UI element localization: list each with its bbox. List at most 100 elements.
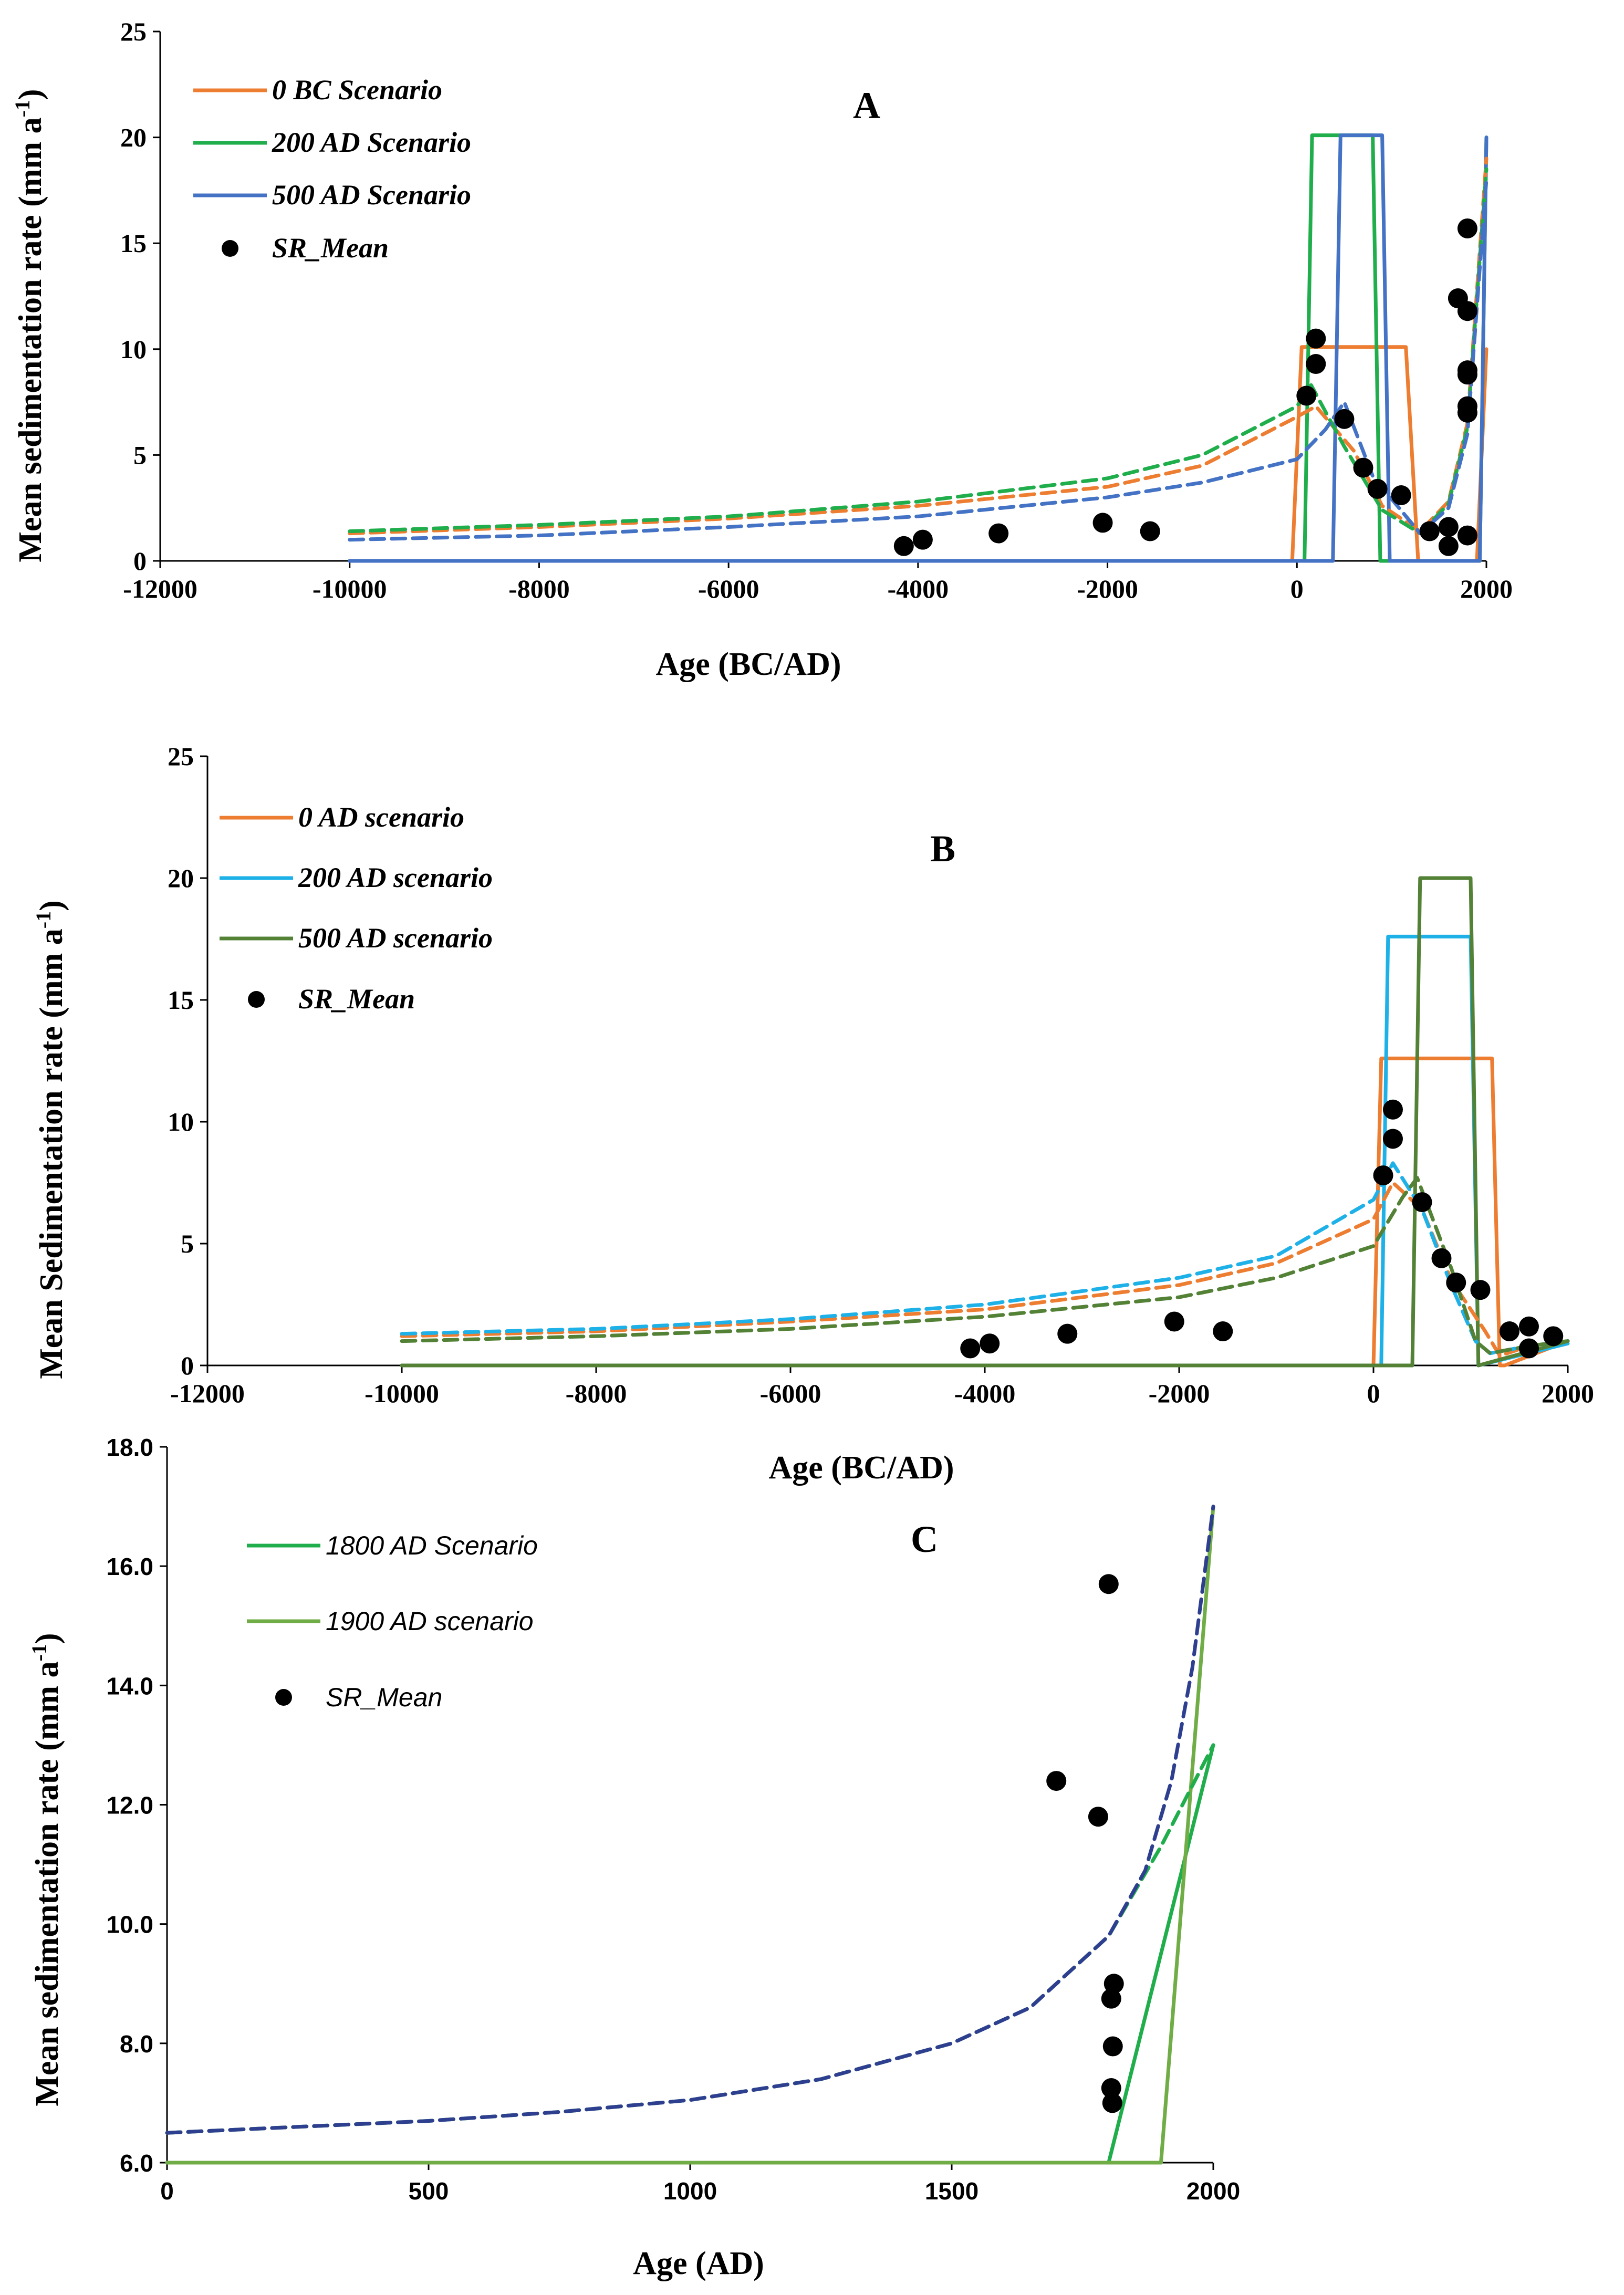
panel-a-y-tick-label: 25 xyxy=(120,17,147,46)
panel-c-x-axis-label: Age (AD) xyxy=(633,2246,764,2281)
panel-c-y-tick-label: 12.0 xyxy=(106,1792,153,1819)
panel-b-series xyxy=(400,876,1570,1368)
panel-c-sr-mean-points xyxy=(1046,1574,1124,2113)
panel-b-x-tick-label: -4000 xyxy=(954,1379,1016,1408)
panel-a-y-tick-label: 0 xyxy=(133,546,147,576)
legend-label-sr-mean: SR_Mean xyxy=(298,983,415,1015)
panel-a-sr-mean-point xyxy=(1438,517,1459,537)
legend-label-0bc: 0 BC Scenario xyxy=(272,74,442,106)
panel-a-sr-mean-point xyxy=(1391,485,1411,506)
legend-label-sr-mean: SR_Mean xyxy=(272,232,389,264)
panel-a-x-tick-label: -10000 xyxy=(313,574,387,603)
panel-a-sr-mean-point xyxy=(1438,536,1459,556)
panel-a-sr-mean-point xyxy=(1457,402,1477,423)
panel-b-axes: -12000 -10000 -8000 -6000 -4000 -2000 0 2000 0 5 1… xyxy=(168,742,1594,1408)
panel-b-sr-mean-point xyxy=(1057,1323,1078,1344)
panel-c-x-tick-label: 0 xyxy=(160,2177,174,2205)
panel-c-y-axis-label-main: Mean sedimentation rate (mm a xyxy=(29,1661,65,2106)
panel-a-sr-mean-point xyxy=(1457,525,1477,546)
panel-c-x-tick-label: 2000 xyxy=(1186,2177,1240,2205)
panel-c-axes: 0 500 1000 1500 2000 6.0 8.0 10.0 12.0 14.0 16.0 18… xyxy=(106,1434,1240,2205)
panel-a-label: A xyxy=(853,85,880,127)
panel-a-y-tick-label: 5 xyxy=(133,440,147,470)
panel-b-y-tick-label: 15 xyxy=(168,985,194,1015)
panel-a-x-tick-label: 2000 xyxy=(1460,574,1513,603)
panel-c: 0 500 1000 1500 2000 6.0 8.0 10.0 12.0 14.0 16.0 18… xyxy=(27,1434,1241,2281)
legend-label-500ad: 500 AD scenario xyxy=(298,922,493,954)
panel-c-sr-mean-point xyxy=(1098,1574,1119,1594)
panel-a-sr-mean-point xyxy=(1367,478,1388,499)
panel-b-label: B xyxy=(930,828,955,870)
panel-c-y-axis-label: Mean sedimentation rate (mm a-1) xyxy=(27,1633,66,2106)
panel-a-sr-mean-point xyxy=(1092,513,1113,533)
panel-a-y-axis-label-main: Mean sedimentation rate (mm a xyxy=(13,117,48,562)
panel-c-series-line-3 xyxy=(165,1505,1215,2135)
panel-a-sr-mean-point xyxy=(1457,364,1477,385)
panel-a-sr-mean-point xyxy=(1457,218,1477,238)
panel-b-x-tick-label: -12000 xyxy=(170,1379,245,1408)
panel-b: -12000 -10000 -8000 -6000 -4000 -2000 0 2000 0 5 1… xyxy=(32,742,1595,1486)
panel-c-series-line-2 xyxy=(165,1743,1215,2135)
panel-b-x-tick-label: -2000 xyxy=(1149,1379,1210,1408)
legend-label-200ad: 200 AD Scenario xyxy=(272,127,471,158)
legend-label-1900ad: 1900 AD scenario xyxy=(326,1606,534,1636)
panel-c-legend: 1800 AD Scenario 1900 AD scenario SR_Mea… xyxy=(247,1531,538,1712)
panel-a-y-axis-label: Mean sedimentation rate (mm a-1) xyxy=(11,89,49,562)
legend-label-200ad: 200 AD scenario xyxy=(298,862,493,893)
panel-a-series xyxy=(348,133,1488,563)
panel-b-sr-mean-point xyxy=(1446,1272,1466,1293)
panel-a-x-tick-label: -2000 xyxy=(1077,574,1138,603)
legend-label-1800ad: 1800 AD Scenario xyxy=(326,1531,538,1560)
panel-b-x-axis-label: Age (BC/AD) xyxy=(769,1450,954,1486)
panel-a-axes: -12000 -10000 -8000 -6000 -4000 -2000 0 2000 0 5 1… xyxy=(120,17,1513,603)
panel-b-y-axis-label: Mean Sedimentation rate (mm a-1) xyxy=(32,900,70,1379)
panel-a-x-tick-label: -6000 xyxy=(698,574,759,603)
panel-a-sr-mean-point xyxy=(1306,354,1326,374)
panel-c-y-tick-label: 18.0 xyxy=(106,1434,153,1461)
panel-b-series-line-1 xyxy=(400,934,1570,1368)
panel-b-sr-mean-point xyxy=(960,1338,981,1359)
panel-c-x-tick-label: 1000 xyxy=(663,2177,717,2205)
panel-c-label: C xyxy=(911,1518,938,1560)
panel-b-sr-mean-point xyxy=(1543,1326,1564,1347)
panel-b-legend: 0 AD scenario 200 AD scenario 500 AD sce… xyxy=(220,801,493,1015)
panel-b-sr-mean-point xyxy=(1383,1129,1403,1149)
legend-label-500ad: 500 AD Scenario xyxy=(272,179,471,211)
panel-c-series xyxy=(165,1505,1215,2165)
panel-a-sr-mean-point xyxy=(912,529,933,550)
panel-b-sr-mean-point xyxy=(1470,1280,1491,1300)
panel-a-series-line-5 xyxy=(348,178,1488,542)
panel-c-y-tick-label: 6.0 xyxy=(120,2150,153,2177)
panel-b-series-line-5 xyxy=(400,1176,1570,1355)
panel-a-legend: 0 BC Scenario 200 AD Scenario 500 AD Sce… xyxy=(193,74,471,264)
panel-a-sr-mean-point xyxy=(1457,301,1477,321)
panel-b-y-tick-label: 20 xyxy=(168,863,194,893)
panel-a-sr-mean-point xyxy=(1140,521,1160,541)
panel-b-y-tick-label: 5 xyxy=(181,1229,194,1258)
panel-a-y-tick-label: 20 xyxy=(120,123,147,152)
panel-a-series-line-4 xyxy=(348,167,1488,536)
panel-a-x-tick-label: -8000 xyxy=(508,574,570,603)
panel-a-sr-mean-point xyxy=(1296,385,1317,406)
panel-b-series-line-2 xyxy=(400,876,1570,1368)
panel-b-series-line-4 xyxy=(400,1161,1570,1355)
panel-a-sr-mean-points xyxy=(893,218,1477,556)
panel-b-sr-mean-point xyxy=(1383,1099,1403,1120)
panel-b-x-tick-label: -10000 xyxy=(365,1379,439,1408)
panel-a-y-tick-label: 15 xyxy=(120,228,147,258)
panel-b-sr-mean-point xyxy=(1519,1338,1539,1359)
panel-c-sr-mean-point xyxy=(1101,1988,1121,2009)
panel-c-sr-mean-point xyxy=(1102,2093,1122,2113)
panel-a-sr-mean-point xyxy=(988,523,1009,544)
panel-a-x-tick-label: -12000 xyxy=(123,574,197,603)
panel-c-sr-mean-point xyxy=(1101,2078,1121,2099)
panel-a-x-axis-label: Age (BC/AD) xyxy=(656,646,841,682)
panel-a-sr-mean-point xyxy=(1306,328,1326,349)
panel-b-sr-mean-point xyxy=(980,1333,1000,1354)
panel-c-sr-mean-point xyxy=(1088,1807,1108,1827)
legend-label-0ad: 0 AD scenario xyxy=(298,801,464,833)
panel-c-sr-mean-point xyxy=(1102,2036,1123,2057)
panel-b-x-tick-label: -8000 xyxy=(566,1379,627,1408)
panel-b-sr-mean-points xyxy=(960,1099,1564,1359)
panel-b-sr-mean-point xyxy=(1431,1248,1452,1268)
